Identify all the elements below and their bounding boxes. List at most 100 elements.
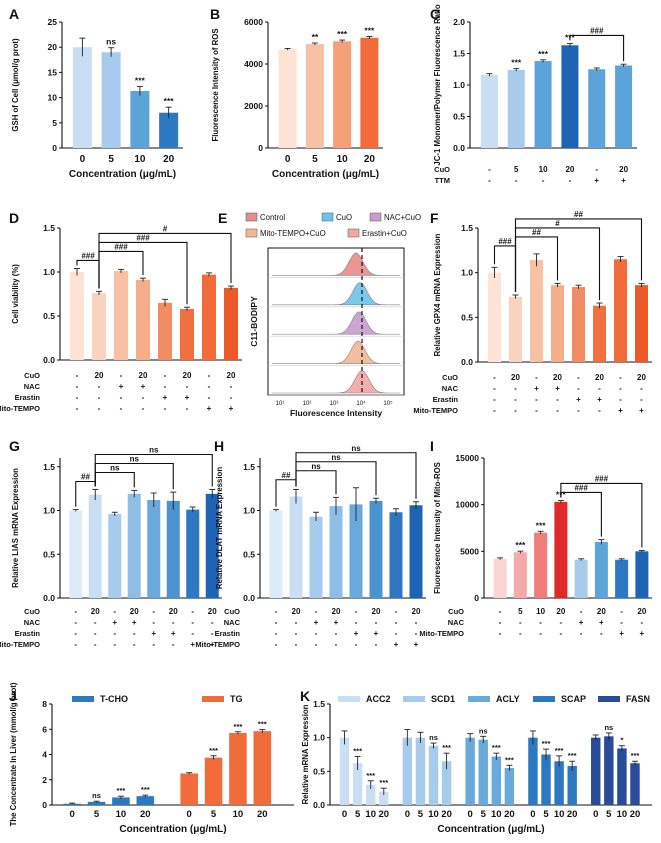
y-tick-label: 0.5 [43,311,55,321]
y-tick-label: 20 [48,42,58,52]
row-value: - [133,629,136,638]
row-label-mito-tempo: Mito-TEMPO [413,406,458,415]
row-value: - [488,165,491,174]
row-value: 20 [183,371,192,380]
comparison-bracket [295,470,337,495]
bar [114,271,128,360]
row-value: - [499,607,502,616]
y-tick-label: 5 [52,118,57,128]
row-value: - [94,640,97,649]
row-label-erastin: Erastin [215,629,241,638]
row-value: - [208,393,211,402]
bar [504,767,515,805]
bar [615,65,633,148]
bar [108,514,122,598]
row-value: + [619,629,624,638]
row-value: - [619,373,622,382]
y-axis-label: Relative mRNA Expression [301,704,310,804]
row-value: - [191,629,194,638]
legend-label: NAC+CuO [384,213,421,222]
y-tick-label: 10000 [455,500,479,510]
bar [402,737,413,805]
row-value: - [172,618,175,627]
legend-swatch [245,212,258,222]
x-tick-label: 0 [80,154,86,165]
x-tick-label: 0 [405,809,410,820]
bar [488,272,501,362]
row-value: 20 [292,607,301,616]
significance-label: *** [631,751,640,760]
bar [630,763,640,805]
panel-e: E Control CuO NAC+CuO Mito-TEMPO+CuO Erastin+… [218,210,421,418]
row-value: - [113,629,116,638]
x-tick-label: 10¹ [276,401,285,407]
row-label-mito-tempo: Mito-TEMPO [0,404,40,413]
bar [478,739,488,805]
row-value: - [499,629,502,638]
comparison-bracket [295,452,417,499]
row-value: 20 [553,373,562,382]
bar [130,91,150,148]
panel-letter: H [214,438,224,454]
row-value: - [142,393,145,402]
row-value: - [74,629,77,638]
y-tick-label: 1.5 [461,223,473,233]
y-tick-label: 0 [258,143,263,153]
panel-letter: B [210,6,220,22]
panel-letter: J [9,688,17,704]
row-value: - [577,406,580,415]
row-value: - [515,176,518,185]
x-tick-label: 10 [617,809,628,820]
significance-label: ns [429,733,438,742]
legend-swatch [369,212,382,222]
row-value: - [335,629,338,638]
x-tick-label: 10⁴ [356,400,366,407]
bar [428,745,439,805]
x-tick-label: 20 [163,154,175,165]
bar [147,500,161,598]
row-value: - [539,618,542,627]
row-value: - [94,629,97,638]
significance-label: * [620,736,623,745]
y-tick-label: 0.5 [313,766,325,776]
row-value: - [619,384,622,393]
row-label-cuo: CuO [434,165,450,174]
panel-d: D 0.0 0.5 1.0 1.5 Cell viability (%) CuO - 20 - 20… [0,210,242,413]
row-value: - [230,382,233,391]
y-tick-label: 1.5 [313,699,325,709]
row-value: - [172,640,175,649]
row-label-erastin: Erastin [15,629,41,638]
bar [588,69,606,148]
row-value: + [621,176,626,185]
row-value: 20 [91,607,100,616]
row-value: 10 [539,165,548,174]
row-value: 20 [595,373,604,382]
significance-label: *** [505,755,514,764]
row-value: 20 [95,371,104,380]
row-value: - [94,618,97,627]
row-label-nac: NAC [24,382,41,391]
row-value: 20 [565,165,574,174]
legend-label: FASN [626,694,650,704]
row-label-nac: NAC [448,618,465,627]
row-value: - [620,618,623,627]
bar [186,509,200,598]
y-tick-label: 1.0 [43,267,55,277]
row-value: 20 [637,607,646,616]
row-value: - [395,629,398,638]
comparison-label: ## [574,210,583,219]
comparison-bracket [94,453,213,487]
row-label-cuo: CuO [448,607,464,616]
row-value: - [74,640,77,649]
panel-c: C 0.0 0.5 1.0 1.5 2.0 JC-1 Monomer/Polymer Flu… [430,4,637,185]
panel-letter: K [300,688,310,704]
significance-label: *** [538,49,549,59]
y-tick-label: 0.5 [453,112,465,122]
comparison-label: ### [81,251,95,260]
bar [493,558,507,598]
comparison-label: # [163,224,168,233]
row-value: + [163,393,168,402]
panel-f: F 0.0 0.5 1.0 1.5 Relative GPX4 mRNA Expressi… [413,210,652,415]
row-label-nac: NAC [224,618,241,627]
row-value: - [493,373,496,382]
